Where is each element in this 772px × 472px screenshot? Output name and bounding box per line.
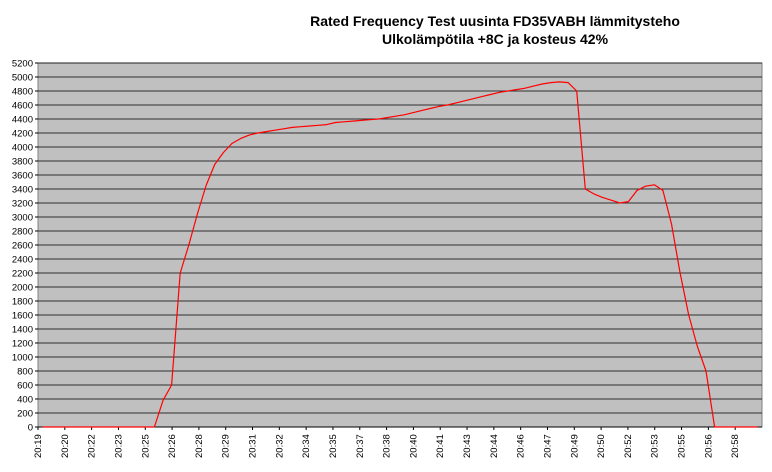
- x-tick-label: 20:31: [248, 434, 259, 458]
- x-tick-label: 20:41: [435, 434, 446, 458]
- x-tick-label: 20:38: [382, 434, 393, 458]
- x-tick-label: 20:56: [703, 434, 714, 458]
- x-tick-label: 20:47: [542, 434, 553, 458]
- chart-title-line-2: Ulkolämpötila +8C ja kosteus 42%: [381, 31, 609, 47]
- chart-title: Rated Frequency Test uusinta FD35VABH lä…: [260, 12, 730, 48]
- y-tick-label: 2200: [12, 269, 33, 280]
- y-tick-label: 200: [17, 409, 33, 420]
- y-tick-label: 600: [17, 381, 33, 392]
- y-tick-label: 2800: [12, 227, 33, 238]
- y-tick-label: 4000: [12, 143, 33, 154]
- y-tick-label: 1400: [12, 325, 33, 336]
- x-tick-label: 20:22: [87, 434, 98, 458]
- x-tick-label: 20:26: [167, 434, 178, 458]
- x-tick-label: 20:34: [301, 434, 312, 458]
- x-tick-label: 20:32: [274, 434, 285, 458]
- x-tick-label: 20:46: [516, 434, 527, 458]
- x-tick-label: 20:23: [113, 434, 124, 458]
- y-tick-label: 1800: [12, 297, 33, 308]
- y-tick-label: 5200: [12, 59, 33, 70]
- chart-title-line-1: Rated Frequency Test uusinta FD35VABH lä…: [310, 13, 680, 29]
- y-axis: 0 200 400 600 800 1000 1200 1400 1600 1800 2000 220…: [12, 59, 38, 434]
- x-tick-label: 20:19: [33, 434, 44, 458]
- y-tick-label: 4200: [12, 129, 33, 140]
- x-axis: 20:19 20:20 20:22 20:23 20:25 20:26 20:28 20:29…: [33, 426, 762, 458]
- y-tick-label: 800: [17, 367, 33, 378]
- y-tick-label: 0: [28, 423, 33, 434]
- x-tick-label: 20:35: [328, 434, 339, 458]
- y-tick-label: 3000: [12, 213, 33, 224]
- y-tick-label: 1600: [12, 311, 33, 322]
- x-tick-label: 20:40: [408, 434, 419, 458]
- x-tick-label: 20:29: [221, 434, 232, 458]
- x-tick-label: 20:52: [623, 434, 634, 458]
- x-tick-label: 20:55: [677, 434, 688, 458]
- series-line: [42, 81, 758, 428]
- y-tick-label: 3600: [12, 171, 33, 182]
- y-tick-label: 3200: [12, 199, 33, 210]
- x-tick-label: 20:37: [355, 434, 366, 458]
- x-tick-label: 20:58: [730, 434, 741, 458]
- x-tick-label: 20:44: [489, 434, 500, 458]
- y-tick-label: 4600: [12, 101, 33, 112]
- y-tick-label: 3800: [12, 157, 33, 168]
- x-tick-label: 20:20: [60, 434, 71, 458]
- x-tick-label: 20:49: [569, 434, 580, 458]
- y-tick-label: 4400: [12, 115, 33, 126]
- y-tick-label: 1200: [12, 339, 33, 350]
- x-tick-label: 20:43: [462, 434, 473, 458]
- y-tick-label: 2000: [12, 283, 33, 294]
- x-tick-label: 20:50: [596, 434, 607, 458]
- x-tick-label: 20:28: [194, 434, 205, 458]
- y-tick-label: 2600: [12, 241, 33, 252]
- x-tick-label: 20:53: [650, 434, 661, 458]
- x-tick-label: 20:25: [140, 434, 151, 458]
- y-tick-label: 400: [17, 395, 33, 406]
- y-tick-label: 3400: [12, 185, 33, 196]
- y-tick-label: 5000: [12, 73, 33, 84]
- y-tick-label: 1000: [12, 353, 33, 364]
- grid-lines: [38, 62, 762, 428]
- y-tick-label: 4800: [12, 87, 33, 98]
- y-tick-label: 2400: [12, 255, 33, 266]
